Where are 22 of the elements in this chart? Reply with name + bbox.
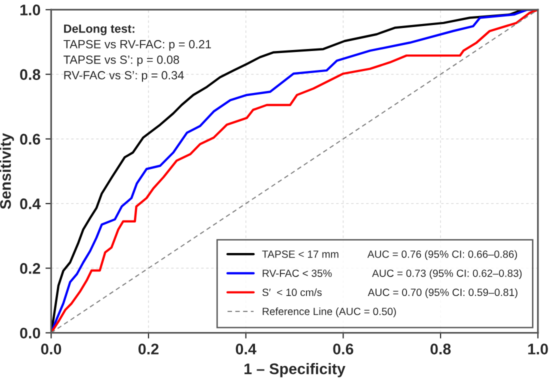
x-tick-label: 0.4 xyxy=(236,344,256,354)
annotation: TAPSE vs RV-FAC: p = 0.21 xyxy=(64,40,211,51)
legend-label: TAPSE < 17 mm AUC = 0.76 (95% CI: 0.66–0.86) xyxy=(262,250,517,260)
annotation: TAPSE vs S’: p = 0.08 xyxy=(64,56,180,66)
x-tick-label: 0.8 xyxy=(430,344,451,354)
x-tick-label: 1.0 xyxy=(528,344,548,354)
y-tick-label: 0.8 xyxy=(20,69,40,80)
legend-label: S′ < 10 cm/s AUC = 0.70 (95% CI: 0.59–0.81) xyxy=(262,288,518,298)
x-tick-label: 0.0 xyxy=(41,344,62,354)
y-tick-label: 0.2 xyxy=(20,263,40,274)
y-tick-label: 0.6 xyxy=(20,134,40,145)
y-tick-label: 0.0 xyxy=(20,328,40,339)
y-tick-label: 0.4 xyxy=(20,198,41,210)
legend-label: RV-FAC < 35% AUC = 0.73 (95% CI: 0.62–0.83) xyxy=(262,269,522,280)
x-tick-label: 0.2 xyxy=(138,344,159,354)
annotation: RV-FAC vs S’: p = 0.34 xyxy=(64,71,184,82)
legend-label: Reference Line (AUC = 0.50) xyxy=(262,307,396,318)
x-axis-title: 1 – Specificity xyxy=(244,363,346,378)
y-tick-label: 1.0 xyxy=(20,4,40,16)
x-tick-label: 0.6 xyxy=(333,344,354,354)
y-axis-title: Sensitivity xyxy=(0,133,14,210)
annotation: DeLong test: xyxy=(64,24,134,36)
